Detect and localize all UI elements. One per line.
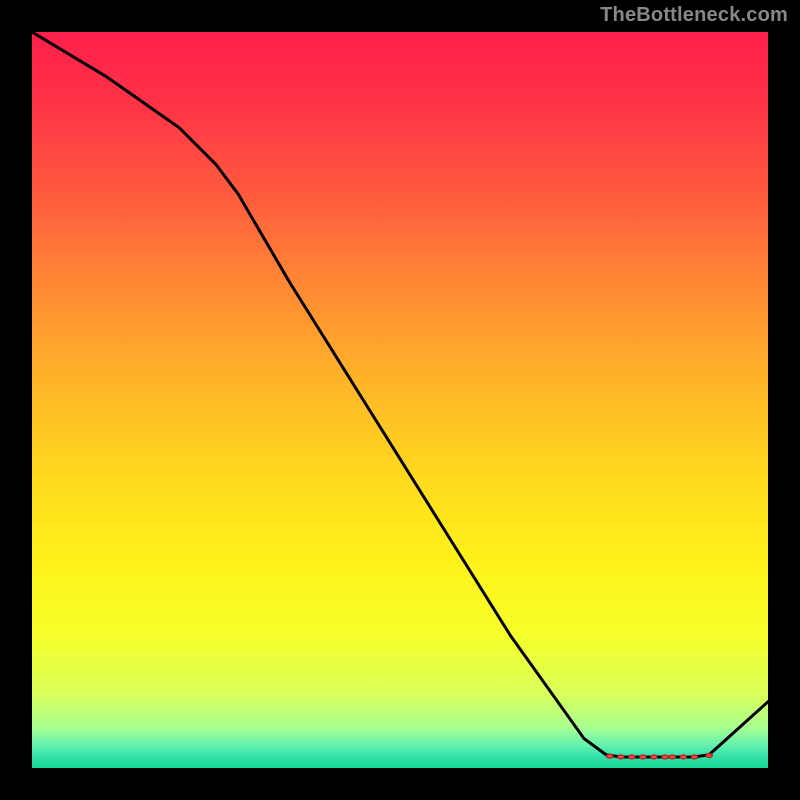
- chart-plot-area: [32, 32, 768, 768]
- chart-marker: [706, 753, 712, 757]
- chart-marker: [680, 755, 686, 759]
- chart-marker: [618, 755, 624, 759]
- chart-marker: [629, 755, 635, 759]
- chart-marker: [651, 755, 657, 759]
- chart-marker: [640, 755, 646, 759]
- chart-marker: [669, 755, 675, 759]
- chart-background: [32, 32, 768, 768]
- chart-svg: [32, 32, 768, 768]
- watermark-text: TheBottleneck.com: [600, 4, 788, 27]
- chart-marker: [691, 755, 697, 759]
- chart-marker: [662, 755, 668, 759]
- chart-marker: [607, 754, 613, 758]
